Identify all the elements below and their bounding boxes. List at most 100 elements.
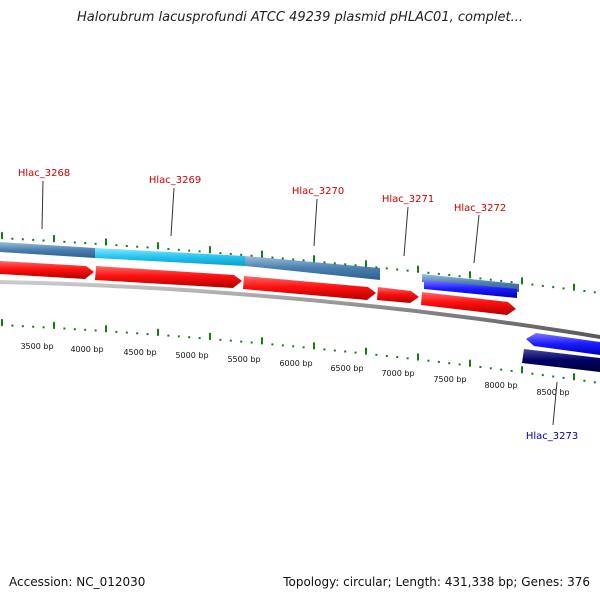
cds-arrow-hlac-3271[interactable] [377,287,419,303]
topology-value: circular [343,575,388,589]
minor-tick [500,279,503,282]
accession-value: NC_012030 [76,575,146,589]
summary-separator: ; [513,575,518,589]
minor-tick [437,272,440,275]
gene-label-hlac-3269[interactable]: Hlac_3269 [149,175,201,186]
minor-tick [510,281,513,284]
cds-arrow-hlac-3273[interactable] [526,333,600,355]
minor-tick [32,238,35,241]
minor-tick [427,271,430,274]
minor-tick [146,246,149,249]
major-tick [209,332,211,340]
minor-tick [500,368,503,371]
summary-footer: Topology: circular; Length: 431,338 bp; … [283,575,590,589]
minor-tick [11,324,14,327]
minor-tick [593,291,596,294]
minor-tick [510,369,513,372]
minor-tick [219,338,222,341]
minor-tick [115,330,118,333]
minor-tick [73,241,76,244]
forward-cds-track [0,261,516,315]
major-tick [157,242,159,250]
minor-tick [136,332,139,335]
minor-tick [73,328,76,331]
minor-tick [271,343,274,346]
minor-tick [94,242,97,245]
major-tick [105,238,107,246]
major-tick [469,359,471,367]
major-tick [313,255,315,263]
minor-tick [375,353,378,356]
major-tick [313,342,315,350]
minor-tick [458,363,461,366]
minor-tick [292,258,295,261]
lower-tick-track [1,319,596,384]
minor-tick [583,290,586,292]
minor-tick [21,325,24,328]
minor-tick [188,336,191,339]
major-tick [53,321,55,329]
major-tick [261,337,263,345]
minor-tick [354,351,357,354]
minor-tick [302,259,305,262]
minor-tick [250,254,253,257]
minor-tick [562,287,565,290]
major-tick [157,328,159,336]
gene-label-hlac-3273[interactable]: Hlac_3273 [526,431,578,442]
minor-tick [21,238,24,241]
minor-tick [354,264,357,267]
minor-tick [198,250,201,253]
minor-tick [84,328,87,331]
minor-tick [385,355,388,357]
major-tick [365,347,367,355]
major-tick [469,271,471,279]
major-tick [573,373,575,381]
minor-tick [177,248,180,251]
minor-tick [281,257,284,260]
reverse-cds-dark[interactable] [522,349,600,372]
ruler-label: 8500 bp [536,388,569,397]
gene-label-hlac-3270[interactable]: Hlac_3270 [292,186,344,197]
minor-tick [63,327,66,330]
major-tick [417,265,419,273]
minor-tick [448,274,451,276]
minor-tick [541,374,544,377]
cds-arrow-hlac-3269[interactable] [95,266,242,288]
accession-footer: Accession: NC_012030 [9,575,145,589]
summary-separator: ; [387,575,392,589]
minor-tick [479,277,482,280]
minor-tick [427,359,430,362]
gene-label-hlac-3271[interactable]: Hlac_3271 [382,194,434,205]
minor-tick [541,284,544,287]
cds-arrow-hlac-3270[interactable] [243,276,376,300]
minor-tick [396,356,399,359]
minor-tick [531,283,534,286]
minor-tick [292,345,295,348]
major-tick [521,366,523,374]
minor-tick [531,372,534,375]
major-tick [1,232,3,240]
minor-tick [406,269,409,272]
gene-label-hlac-3272[interactable]: Hlac_3272 [454,203,506,214]
minor-tick [125,245,128,247]
minor-tick [479,366,482,368]
ruler-label: 5500 bp [227,355,260,364]
major-tick [365,260,367,268]
minor-tick [229,339,232,342]
minor-tick [375,266,378,269]
minor-tick [63,240,66,243]
minor-tick [344,263,347,266]
reverse-cds-small[interactable] [424,280,517,298]
major-tick [573,283,575,291]
minor-tick [167,334,170,337]
minor-tick [219,252,222,255]
minor-tick [552,375,555,378]
cds-arrow-hlac-3268[interactable] [0,261,94,279]
minor-tick [396,268,399,271]
minor-tick [42,326,45,329]
gene-label-hlac-3268[interactable]: Hlac_3268 [18,168,70,179]
minor-tick [240,340,243,343]
cds-arrow-hlac-3272[interactable] [421,292,516,315]
minor-tick [344,350,347,353]
